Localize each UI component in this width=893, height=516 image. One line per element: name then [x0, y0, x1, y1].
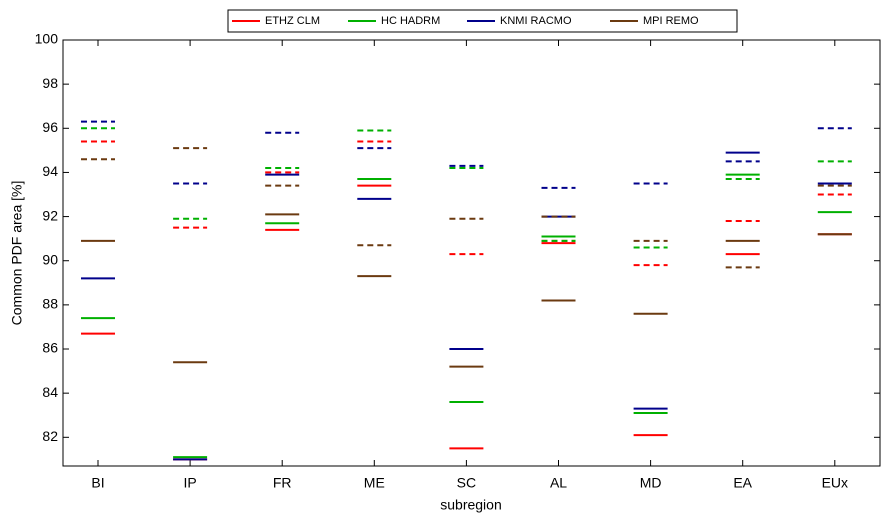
y-tick-label: 84 [42, 384, 58, 400]
y-tick-label: 100 [35, 31, 59, 47]
legend-label: KNMI RACMO [500, 15, 572, 27]
y-tick-label: 86 [42, 340, 58, 356]
plot-frame [62, 39, 881, 467]
x-tick-label: SC [457, 475, 476, 491]
x-tick-label: EUx [822, 475, 848, 491]
y-tick-label: 96 [42, 119, 58, 135]
x-tick-label: AL [550, 475, 567, 491]
legend-label: HC HADRM [381, 15, 440, 27]
legend-label: ETHZ CLM [265, 15, 320, 27]
x-tick-label: FR [273, 475, 292, 491]
y-tick-label: 82 [42, 428, 58, 444]
y-tick-label: 98 [42, 75, 58, 91]
y-tick-label: 94 [42, 163, 58, 179]
x-tick-label: MD [640, 475, 662, 491]
y-tick-label: 90 [42, 251, 58, 267]
x-axis-label: subregion [440, 497, 502, 513]
x-tick-label: EA [733, 475, 752, 491]
x-tick-label: IP [183, 475, 196, 491]
x-tick-label: ME [364, 475, 385, 491]
legend-label: MPI REMO [643, 15, 699, 27]
y-axis-label: Common PDF area [%] [9, 181, 25, 326]
y-tick-label: 88 [42, 296, 58, 312]
x-tick-label: BI [91, 475, 104, 491]
y-tick-label: 92 [42, 207, 58, 223]
